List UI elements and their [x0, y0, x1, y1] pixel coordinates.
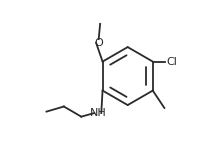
- Text: O: O: [94, 38, 103, 48]
- Text: Cl: Cl: [167, 57, 178, 67]
- Text: NH: NH: [90, 108, 107, 118]
